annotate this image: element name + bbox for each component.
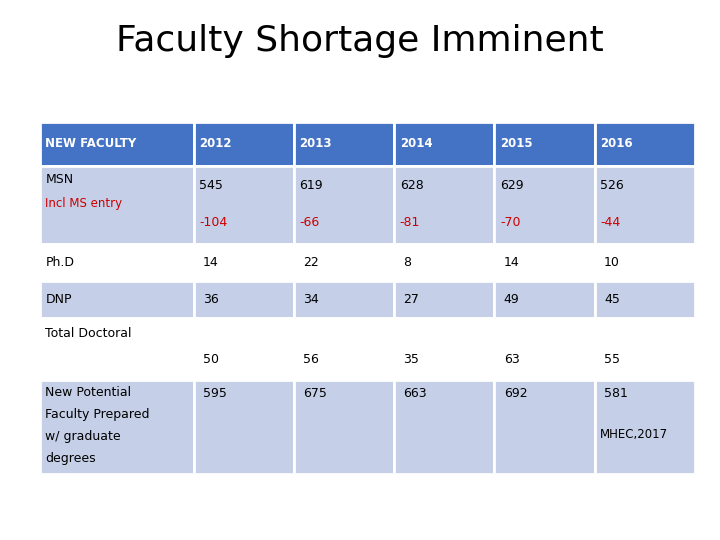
Text: -66: -66 <box>300 215 320 228</box>
Text: New Potential: New Potential <box>45 386 132 399</box>
Text: -44: -44 <box>600 215 621 228</box>
Text: 14: 14 <box>203 256 219 269</box>
Text: degrees: degrees <box>45 452 96 465</box>
Text: 27: 27 <box>403 293 419 306</box>
Bar <box>40 122 194 166</box>
Bar <box>194 318 294 380</box>
Bar <box>40 318 194 380</box>
Bar <box>394 380 495 474</box>
Text: MHEC,2017: MHEC,2017 <box>600 428 668 441</box>
Text: w/ graduate: w/ graduate <box>45 430 121 443</box>
Text: Faculty Prepared: Faculty Prepared <box>45 408 150 421</box>
Bar <box>495 281 595 318</box>
Text: 2016: 2016 <box>600 137 633 150</box>
Bar <box>294 318 394 380</box>
Bar <box>495 244 595 281</box>
Bar <box>194 281 294 318</box>
Bar <box>495 380 595 474</box>
Text: 2013: 2013 <box>300 137 332 150</box>
Text: 663: 663 <box>403 387 427 400</box>
Bar <box>394 166 495 244</box>
Bar <box>394 122 495 166</box>
Text: 45: 45 <box>604 293 620 306</box>
Bar <box>595 281 695 318</box>
Text: 675: 675 <box>303 387 327 400</box>
Text: 526: 526 <box>600 179 624 192</box>
Bar <box>595 380 695 474</box>
Bar <box>40 281 194 318</box>
Bar <box>194 166 294 244</box>
Text: -70: -70 <box>500 215 521 228</box>
Bar <box>595 166 695 244</box>
Text: Total Doctoral: Total Doctoral <box>45 327 132 340</box>
Text: 2015: 2015 <box>500 137 533 150</box>
Text: 55: 55 <box>604 353 620 366</box>
Text: 50: 50 <box>203 353 219 366</box>
Bar <box>595 244 695 281</box>
Text: 629: 629 <box>500 179 523 192</box>
Text: 14: 14 <box>504 256 519 269</box>
Bar <box>495 318 595 380</box>
Text: NEW FACULTY: NEW FACULTY <box>45 137 137 150</box>
Bar <box>194 380 294 474</box>
Text: 36: 36 <box>203 293 219 306</box>
Text: 2014: 2014 <box>400 137 433 150</box>
Text: 35: 35 <box>403 353 419 366</box>
Text: 581: 581 <box>604 387 628 400</box>
Text: 56: 56 <box>303 353 319 366</box>
Text: 34: 34 <box>303 293 319 306</box>
Text: Ph.D: Ph.D <box>45 256 74 269</box>
Bar <box>194 244 294 281</box>
Text: 2012: 2012 <box>199 137 232 150</box>
Text: MSN: MSN <box>45 173 73 186</box>
Text: 545: 545 <box>199 179 223 192</box>
Text: 692: 692 <box>504 387 527 400</box>
Bar <box>294 244 394 281</box>
Text: 8: 8 <box>403 256 411 269</box>
Text: DNP: DNP <box>45 293 72 306</box>
Bar <box>394 318 495 380</box>
Text: -104: -104 <box>199 215 228 228</box>
Bar <box>294 122 394 166</box>
Bar <box>294 281 394 318</box>
Text: 619: 619 <box>300 179 323 192</box>
Bar <box>394 281 495 318</box>
Text: Faculty Shortage Imminent: Faculty Shortage Imminent <box>116 24 604 58</box>
Text: 595: 595 <box>203 387 227 400</box>
Text: Incl MS entry: Incl MS entry <box>45 197 122 210</box>
Bar <box>40 380 194 474</box>
Text: -81: -81 <box>400 215 420 228</box>
Bar <box>40 244 194 281</box>
Bar <box>495 122 595 166</box>
Text: 22: 22 <box>303 256 319 269</box>
Text: 63: 63 <box>504 353 519 366</box>
Text: 10: 10 <box>604 256 620 269</box>
Bar <box>495 166 595 244</box>
Bar <box>394 244 495 281</box>
Bar <box>294 380 394 474</box>
Text: 49: 49 <box>504 293 519 306</box>
Bar <box>194 122 294 166</box>
Bar <box>595 122 695 166</box>
Bar <box>40 166 194 244</box>
Bar <box>294 166 394 244</box>
Bar <box>595 318 695 380</box>
Text: 628: 628 <box>400 179 423 192</box>
